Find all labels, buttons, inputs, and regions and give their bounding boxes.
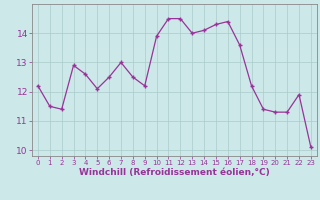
- X-axis label: Windchill (Refroidissement éolien,°C): Windchill (Refroidissement éolien,°C): [79, 168, 270, 177]
